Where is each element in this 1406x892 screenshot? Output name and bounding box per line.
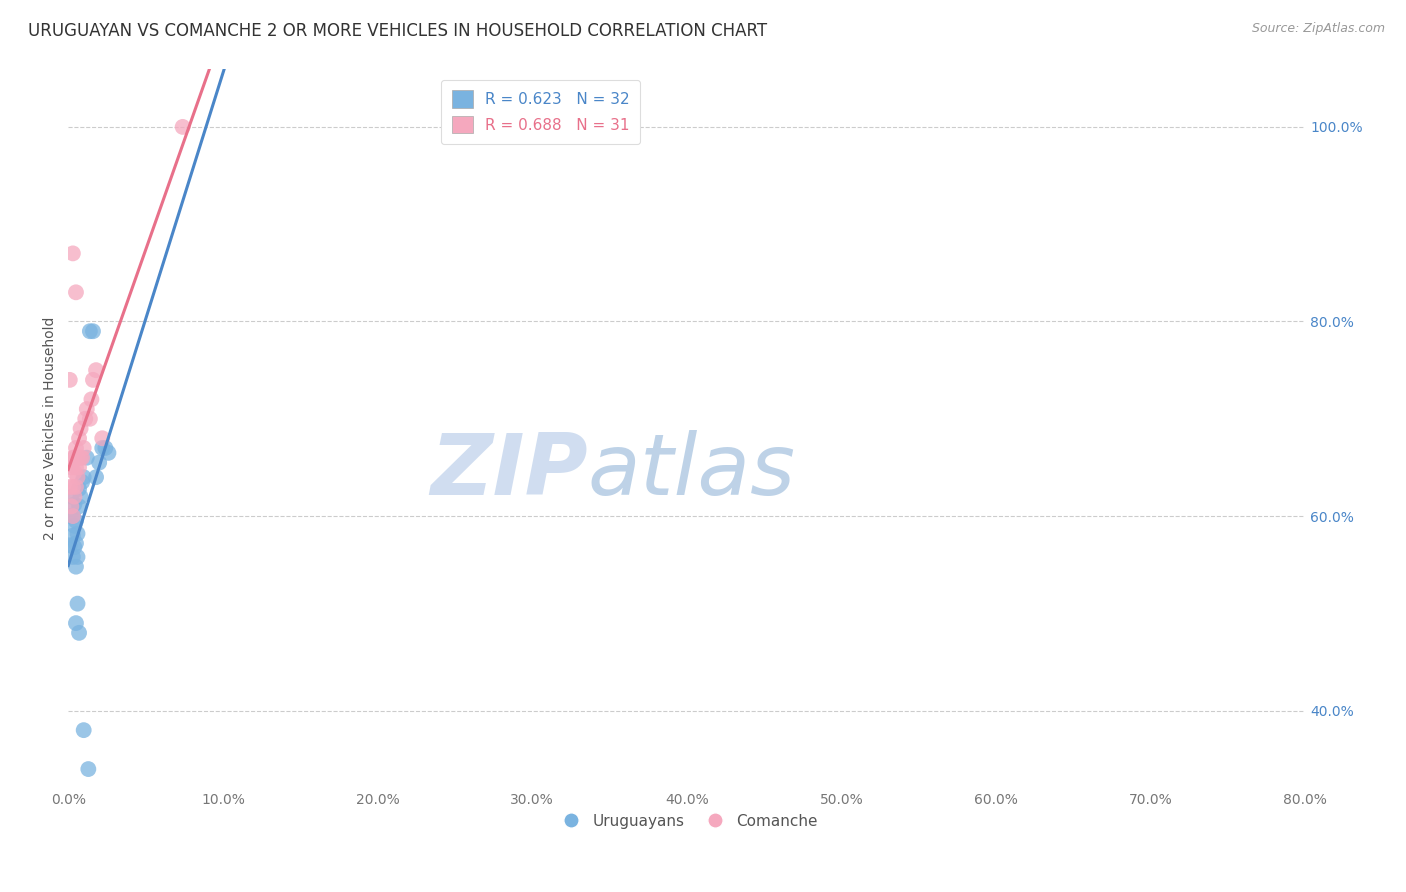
Point bbox=[65, 616, 87, 631]
Y-axis label: 2 or more Vehicles in Household: 2 or more Vehicles in Household bbox=[44, 317, 58, 541]
Point bbox=[59, 538, 82, 552]
Point bbox=[60, 500, 83, 514]
Point bbox=[73, 441, 96, 455]
Point bbox=[67, 482, 90, 496]
Point bbox=[59, 480, 82, 494]
Point bbox=[63, 518, 86, 533]
Legend: Uruguayans, Comanche: Uruguayans, Comanche bbox=[550, 807, 824, 835]
Point bbox=[62, 480, 84, 494]
Point bbox=[69, 450, 91, 465]
Point bbox=[63, 497, 86, 511]
Point bbox=[60, 460, 83, 475]
Point bbox=[91, 441, 114, 455]
Point bbox=[65, 536, 87, 550]
Point bbox=[63, 465, 86, 479]
Point bbox=[76, 402, 98, 417]
Point bbox=[65, 441, 87, 455]
Point bbox=[66, 549, 89, 564]
Point bbox=[67, 431, 90, 445]
Point bbox=[65, 514, 87, 528]
Point bbox=[76, 450, 98, 465]
Text: ZIP: ZIP bbox=[430, 430, 588, 513]
Point bbox=[69, 490, 91, 504]
Point bbox=[84, 363, 107, 377]
Point bbox=[75, 411, 97, 425]
Point bbox=[63, 540, 86, 554]
Point bbox=[172, 120, 194, 134]
Point bbox=[62, 450, 84, 465]
Point bbox=[63, 450, 86, 465]
Point bbox=[97, 446, 120, 460]
Point bbox=[82, 373, 104, 387]
Point bbox=[82, 324, 104, 338]
Point bbox=[65, 285, 87, 300]
Point bbox=[65, 460, 87, 475]
Point bbox=[66, 526, 89, 541]
Point bbox=[70, 450, 93, 465]
Point bbox=[66, 470, 89, 484]
Point bbox=[67, 460, 90, 475]
Point bbox=[60, 509, 83, 524]
Point bbox=[62, 509, 84, 524]
Text: Source: ZipAtlas.com: Source: ZipAtlas.com bbox=[1251, 22, 1385, 36]
Point bbox=[65, 480, 87, 494]
Point bbox=[62, 549, 84, 564]
Point bbox=[62, 509, 84, 524]
Point bbox=[73, 470, 96, 484]
Point bbox=[59, 373, 82, 387]
Point bbox=[66, 450, 89, 465]
Point bbox=[79, 324, 101, 338]
Point bbox=[70, 475, 93, 489]
Point bbox=[79, 411, 101, 425]
Point bbox=[91, 431, 114, 445]
Point bbox=[62, 246, 84, 260]
Point bbox=[63, 490, 86, 504]
Point bbox=[65, 559, 87, 574]
Point bbox=[67, 625, 90, 640]
Point bbox=[77, 762, 100, 776]
Point bbox=[73, 723, 96, 738]
Point bbox=[84, 470, 107, 484]
Text: atlas: atlas bbox=[588, 430, 796, 513]
Text: URUGUAYAN VS COMANCHE 2 OR MORE VEHICLES IN HOUSEHOLD CORRELATION CHART: URUGUAYAN VS COMANCHE 2 OR MORE VEHICLES… bbox=[28, 22, 768, 40]
Point bbox=[66, 597, 89, 611]
Point bbox=[80, 392, 103, 407]
Point bbox=[67, 500, 90, 514]
Point bbox=[89, 456, 111, 470]
Point bbox=[94, 441, 117, 455]
Point bbox=[60, 490, 83, 504]
Point bbox=[62, 528, 84, 542]
Point bbox=[69, 421, 91, 435]
